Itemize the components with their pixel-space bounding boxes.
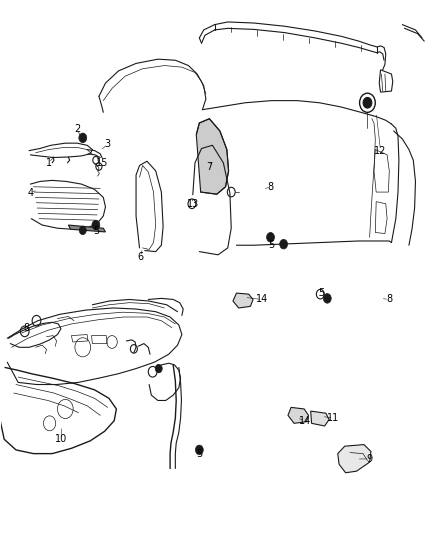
Circle shape: [155, 365, 162, 373]
Text: 8: 8: [268, 182, 274, 192]
Text: 5: 5: [268, 240, 275, 250]
Text: 1: 1: [46, 158, 52, 168]
Circle shape: [267, 232, 275, 242]
Text: 8: 8: [23, 322, 29, 333]
Text: 8: 8: [386, 294, 392, 304]
Text: 10: 10: [55, 434, 67, 445]
Text: 13: 13: [187, 199, 199, 209]
Polygon shape: [196, 119, 229, 194]
Text: 9: 9: [367, 454, 373, 464]
Text: 3: 3: [105, 139, 111, 149]
Polygon shape: [68, 225, 106, 232]
Circle shape: [323, 294, 331, 303]
Text: 5: 5: [94, 227, 100, 237]
Circle shape: [92, 220, 100, 230]
Text: 5: 5: [196, 449, 202, 458]
Text: 7: 7: [206, 161, 212, 172]
Text: 14: 14: [256, 294, 268, 304]
Circle shape: [363, 98, 372, 108]
Polygon shape: [233, 293, 253, 308]
Polygon shape: [338, 445, 371, 473]
Polygon shape: [288, 407, 308, 423]
Text: 15: 15: [96, 158, 108, 168]
Text: 5: 5: [318, 288, 325, 298]
Circle shape: [79, 226, 86, 235]
Text: 6: 6: [138, 252, 144, 262]
Text: 2: 2: [74, 124, 80, 134]
Text: 11: 11: [327, 413, 339, 423]
Text: 14: 14: [299, 416, 311, 426]
Circle shape: [79, 133, 87, 143]
Circle shape: [195, 445, 203, 455]
Text: 12: 12: [374, 146, 387, 156]
Polygon shape: [311, 411, 329, 426]
Circle shape: [280, 239, 288, 249]
Text: 4: 4: [27, 188, 33, 198]
